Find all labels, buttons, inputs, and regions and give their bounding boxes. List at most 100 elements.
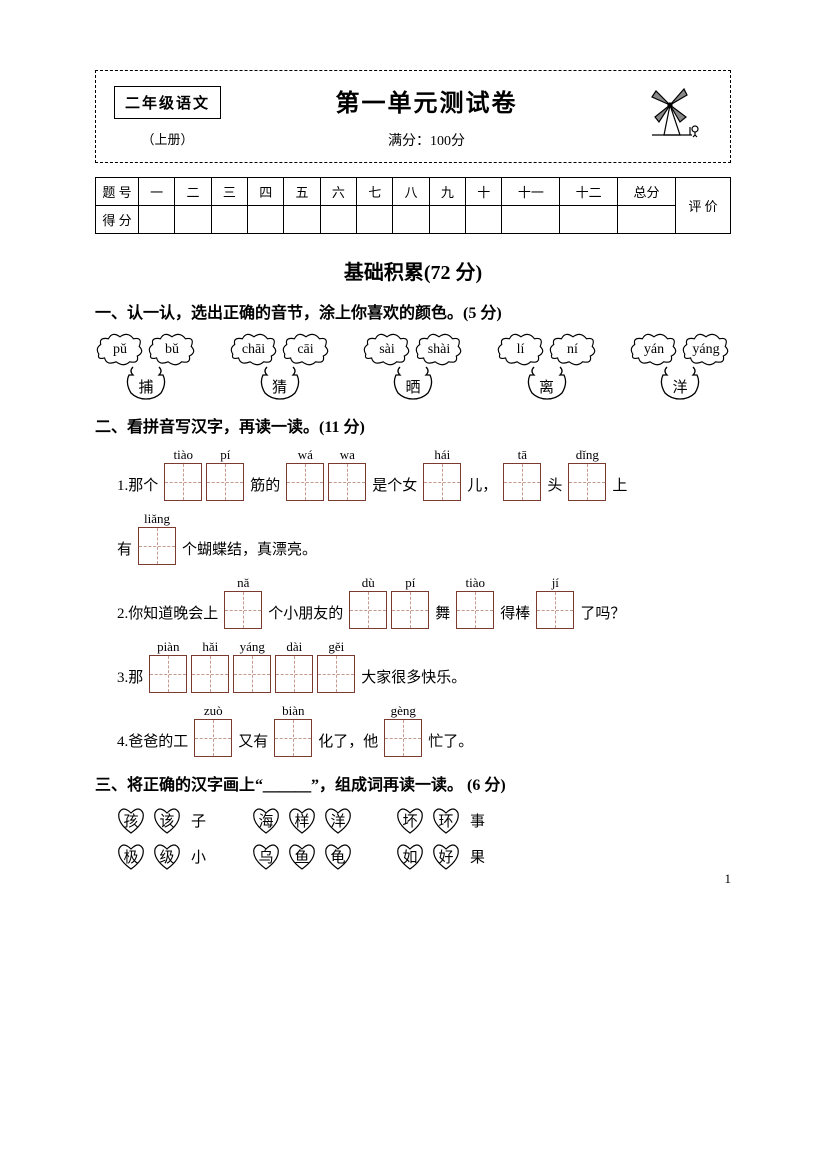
hanzi-vase: 捕 (123, 365, 169, 399)
tian-box (194, 719, 232, 757)
col-header: 七 (357, 178, 393, 206)
text: 忙了。 (426, 730, 475, 757)
heart-option: 龟 (322, 841, 354, 871)
q2-title: 二、看拼音写汉字，再读一读。(11 分) (95, 413, 731, 437)
q1-item: yán yáng 洋 (629, 333, 731, 399)
col-header: 评 价 (676, 178, 731, 234)
heart-option: 好 (430, 841, 462, 871)
score-cell (429, 206, 465, 234)
q2-line3: 3.那 piàn hǎi yáng dài gěi 大家很多快乐。 (115, 639, 731, 693)
hanzi-vase: 晒 (390, 365, 436, 399)
pinyin: pí (220, 447, 230, 463)
text: 个小朋友的 (266, 602, 345, 629)
score-cell (175, 206, 211, 234)
pinyin: gèng (391, 703, 416, 719)
tian-box (317, 655, 355, 693)
pinyin: tiào (466, 575, 486, 591)
heart-option: 孩 (115, 805, 147, 835)
tian-box (391, 591, 429, 629)
tian-box (274, 719, 312, 757)
q1-item: chāi cāi 猜 (229, 333, 331, 399)
text: 上 (610, 474, 629, 501)
score-cell (248, 206, 284, 234)
q1-item: sài shài 晒 (362, 333, 464, 399)
pinyin: dù (362, 575, 375, 591)
q3-group: 乌鱼龟 (250, 841, 354, 871)
table-row: 得 分 (96, 206, 731, 234)
pinyin-option: bǔ (147, 333, 197, 367)
heart-option: 乌 (250, 841, 282, 871)
col-header: 四 (248, 178, 284, 206)
text: 果 (466, 846, 489, 867)
q1-item: lí ní 离 (496, 333, 598, 399)
tian-box (328, 463, 366, 501)
text: 1.那个 (115, 474, 160, 501)
text: 2.你知道晚会上 (115, 602, 220, 629)
q2-line4: 4.爸爸的工 zuò 又有 biàn 化了，他 gèng 忙了。 (115, 703, 731, 757)
text: 4.爸爸的工 (115, 730, 190, 757)
col-header: 十二 (560, 178, 618, 206)
tian-box (568, 463, 606, 501)
text: 化了，他 (316, 730, 380, 757)
heart-option: 级 (151, 841, 183, 871)
full-score: 满分：100分 (239, 130, 614, 150)
text: 又有 (236, 730, 270, 757)
text: 大家很多快乐。 (359, 666, 468, 693)
score-cell (466, 206, 502, 234)
title-column: 第一单元测试卷 满分：100分 (239, 83, 614, 150)
heart-option: 坏 (394, 805, 426, 835)
pinyin: liǎng (144, 511, 170, 527)
pinyin: tā (518, 447, 527, 463)
text: 儿， (465, 474, 499, 501)
q2-line1b: 有 liǎng 个蝴蝶结，真漂亮。 (115, 511, 731, 565)
tian-box (149, 655, 187, 693)
q2-line2: 2.你知道晚会上 nǎ 个小朋友的 dù pí 舞 tiào 得棒 jí 了吗？ (115, 575, 731, 629)
col-header: 一 (139, 178, 175, 206)
tian-box (191, 655, 229, 693)
text: 了吗？ (578, 602, 627, 629)
tian-box (138, 527, 176, 565)
pinyin: gěi (328, 639, 344, 655)
tian-box (536, 591, 574, 629)
text: 个蝴蝶结，真漂亮。 (180, 538, 319, 565)
text: 头 (545, 474, 564, 501)
q1-row: pǔ bǔ 捕 chāi cāi 猜 sài shài 晒 lí ní 离 yá… (95, 333, 731, 399)
pinyin-option: ní (548, 333, 598, 367)
text: 3.那 (115, 666, 145, 693)
pinyin: jí (552, 575, 559, 591)
pinyin-option: sài (362, 333, 412, 367)
text: 有 (115, 538, 134, 565)
score-cell (284, 206, 320, 234)
score-table: 题 号 一 二 三 四 五 六 七 八 九 十 十一 十二 总分 评 价 得 分 (95, 177, 731, 234)
col-header: 十一 (502, 178, 560, 206)
pinyin-option: pǔ (95, 333, 145, 367)
hanzi-vase: 洋 (657, 365, 703, 399)
heart-option: 环 (430, 805, 462, 835)
pinyin: hái (434, 447, 450, 463)
q3-title: 三、将正确的汉字画上“＿＿＿”，组成词再读一读。 (6 分) (95, 771, 731, 795)
pinyin: nǎ (237, 575, 249, 591)
tian-box (275, 655, 313, 693)
score-cell (357, 206, 393, 234)
pinyin-option: yáng (681, 333, 731, 367)
pinyin: piàn (157, 639, 179, 655)
text: 舞 (433, 602, 452, 629)
score-cell (560, 206, 618, 234)
pinyin: wá (298, 447, 313, 463)
page-number: 1 (725, 871, 732, 887)
q3-group: 孩该子 (115, 805, 210, 835)
q1-title: 一、认一认，选出正确的音节，涂上你喜欢的颜色。(5 分) (95, 299, 731, 323)
heart-option: 海 (250, 805, 282, 835)
col-header: 三 (211, 178, 247, 206)
pinyin-option: chāi (229, 333, 279, 367)
windmill-icon (632, 87, 712, 147)
tian-box (384, 719, 422, 757)
pinyin-option: yán (629, 333, 679, 367)
text: 得棒 (498, 602, 532, 629)
tian-box (286, 463, 324, 501)
row-label: 题 号 (96, 178, 139, 206)
score-cell (393, 206, 429, 234)
tian-box (206, 463, 244, 501)
col-header: 九 (429, 178, 465, 206)
text: 筋的 (248, 474, 282, 501)
